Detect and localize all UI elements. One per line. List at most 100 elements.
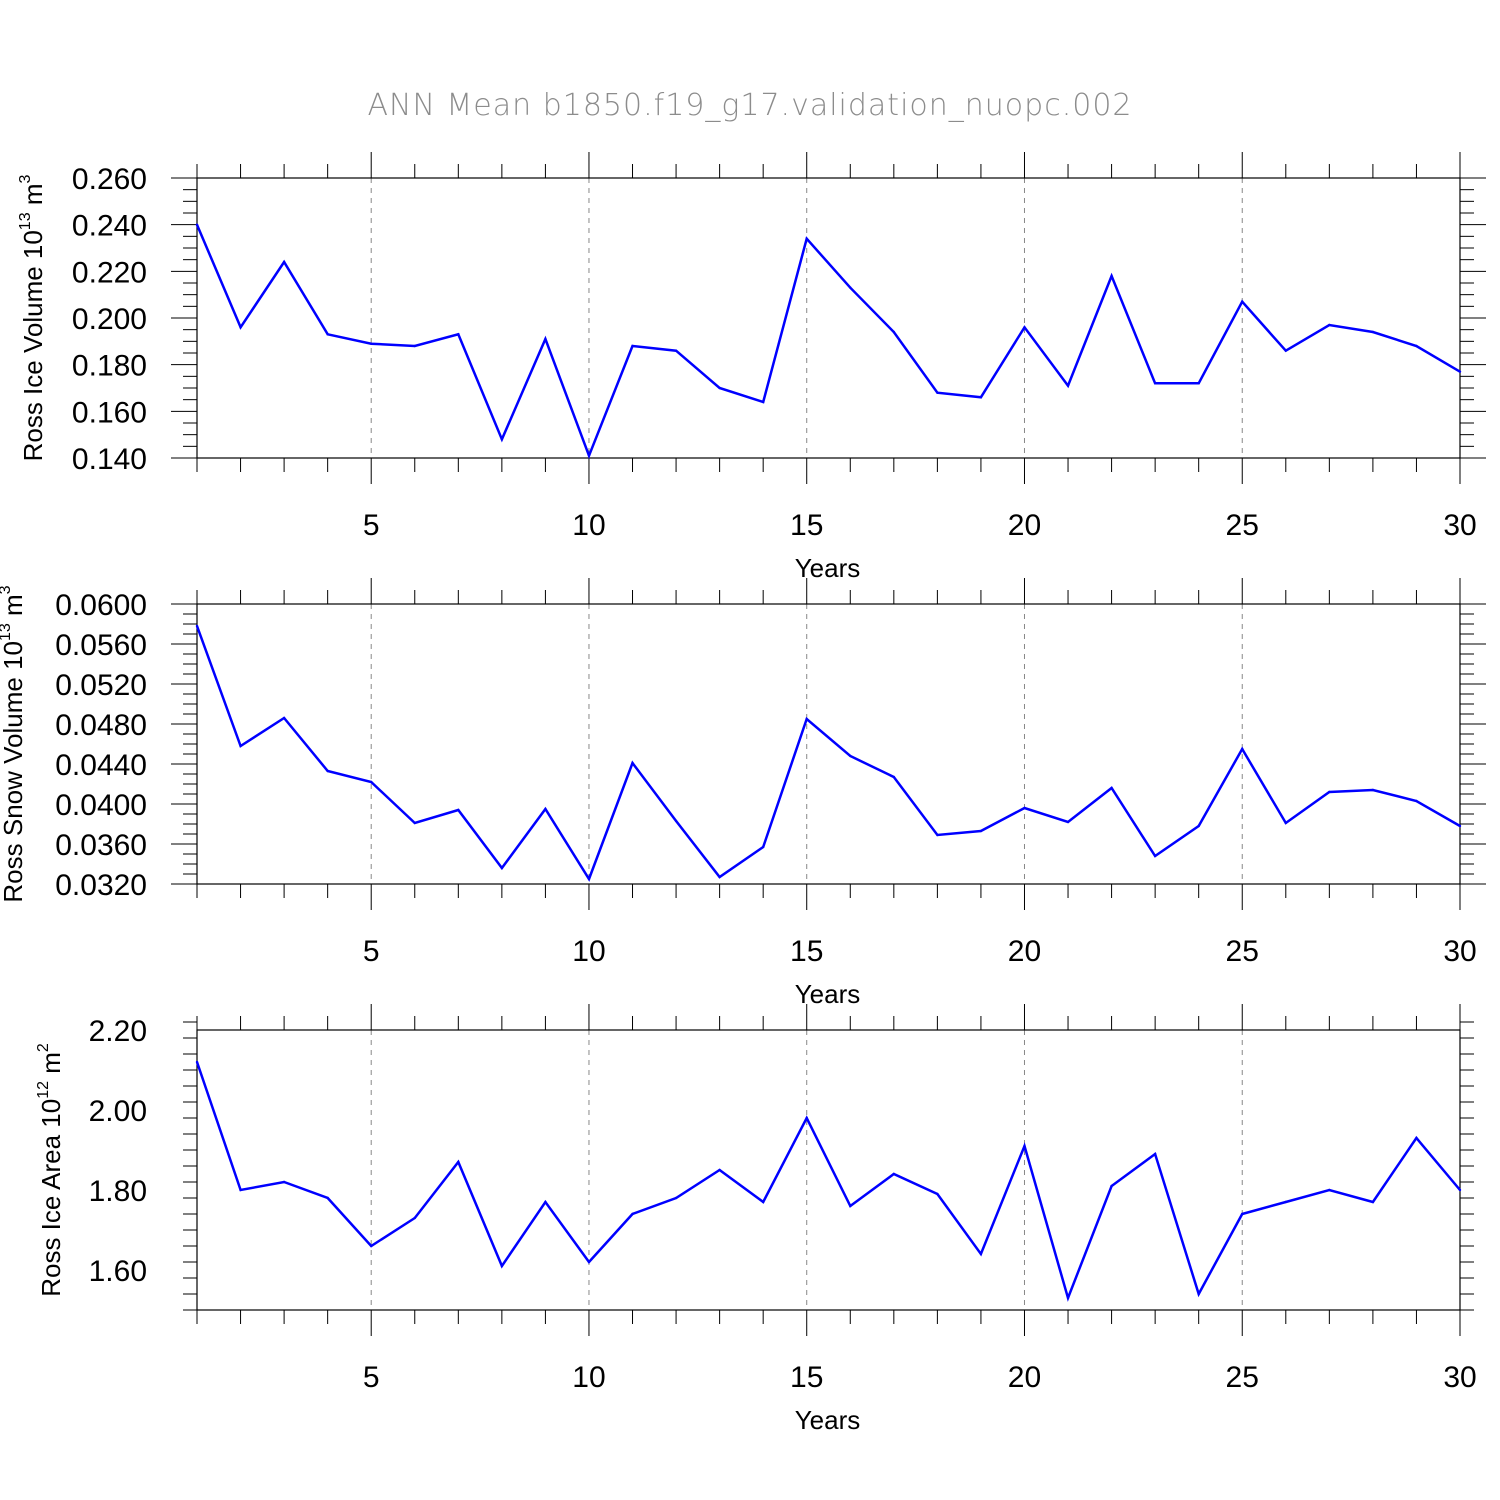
plot-frame <box>196 603 1461 885</box>
data-point <box>1110 786 1113 790</box>
y-axis-label-unit-exponent: 2 <box>35 1043 52 1052</box>
x-tick-label: 20 <box>1008 1361 1041 1394</box>
data-point <box>282 1180 286 1184</box>
data-point <box>805 1116 808 1120</box>
data-point <box>282 260 286 264</box>
data-point <box>1371 330 1375 334</box>
data-point <box>239 1188 242 1192</box>
x-tick-label: 30 <box>1443 1361 1476 1394</box>
y-tick-label: 0.0600 <box>55 589 147 622</box>
data-point <box>805 237 808 240</box>
data-point <box>587 454 591 457</box>
data-point <box>1415 344 1418 348</box>
series-line <box>195 1061 1461 1302</box>
data-point <box>239 326 242 329</box>
data-point <box>457 333 460 336</box>
data-point <box>500 866 504 870</box>
y-tick-label: 2.20 <box>89 1015 147 1048</box>
y-axis-label: Ross Ice Volume 1013 m3 <box>17 174 48 461</box>
data-point <box>1023 806 1026 810</box>
data-point <box>849 286 852 289</box>
x-tick-label: 30 <box>1443 509 1476 542</box>
data-point <box>1458 370 1462 373</box>
data-point <box>326 333 329 336</box>
data-point <box>1066 820 1070 824</box>
data-point <box>718 386 721 390</box>
x-tick-label: 20 <box>1008 935 1041 968</box>
x-tick-label: 15 <box>790 935 823 968</box>
data-point <box>500 438 504 441</box>
y-axis-label-main: Ross Snow Volume 10 <box>0 641 28 903</box>
data-point <box>892 330 896 334</box>
data-point <box>413 821 416 825</box>
data-point <box>1241 300 1244 303</box>
data-point <box>849 754 852 758</box>
data-point <box>1110 1184 1113 1188</box>
data-point <box>1241 747 1244 751</box>
data-point <box>631 761 634 765</box>
figure-title: ANN Mean b1850.f19_g17.validation_nuopc.… <box>367 88 1132 123</box>
data-point <box>718 1168 721 1172</box>
data-point <box>1328 323 1331 327</box>
data-point <box>1110 274 1113 278</box>
y-tick-label: 0.0360 <box>55 829 147 862</box>
data-point <box>544 1200 547 1204</box>
data-point <box>500 1264 504 1268</box>
panel-ross-ice-volume: 5 10 15 20 25 30 0.140 0.160 0.180 0.200 0.220 0.24… <box>17 152 1486 583</box>
data-point <box>1458 824 1462 828</box>
x-tick-label: 15 <box>790 1361 823 1394</box>
x-tick-label: 5 <box>363 935 380 968</box>
data-point <box>1458 1188 1462 1192</box>
x-axis-label: Years <box>795 979 861 1009</box>
y-tick-label: 0.200 <box>72 303 147 336</box>
plot-frame <box>196 177 1461 459</box>
series-line <box>195 625 1461 882</box>
data-point <box>1284 349 1287 352</box>
x-tick-label: 5 <box>363 1361 380 1394</box>
x-tick-label: 25 <box>1226 935 1259 968</box>
y-tick-label: 0.180 <box>72 350 147 383</box>
y-axis-label-main: Ross Ice Volume 10 <box>18 230 48 461</box>
data-point <box>1066 1296 1070 1300</box>
y-axis-label-exponent: 12 <box>35 1081 52 1099</box>
y-tick-label: 0.240 <box>72 210 147 243</box>
data-point <box>1328 1188 1331 1192</box>
x-tick-label: 30 <box>1443 935 1476 968</box>
data-point <box>936 1192 939 1196</box>
data-point <box>239 744 242 748</box>
data-point <box>1153 854 1157 858</box>
y-tick-label: 1.60 <box>89 1255 147 1288</box>
y-axis-label-main: Ross Ice Area 10 <box>36 1099 66 1297</box>
data-point <box>1197 1292 1200 1296</box>
data-point <box>544 337 547 341</box>
y-axis-label-unit: m <box>18 183 48 212</box>
data-point <box>326 769 329 773</box>
x-tick-label: 10 <box>572 935 605 968</box>
x-axis-label: Years <box>795 1405 861 1435</box>
x-tick-label: 20 <box>1008 509 1041 542</box>
series-line <box>195 224 1461 460</box>
plot-frame <box>196 1029 1461 1311</box>
data-point <box>979 1252 983 1256</box>
y-tick-label: 2.00 <box>89 1095 147 1128</box>
x-tick-label: 10 <box>572 1361 605 1394</box>
data-point <box>457 808 460 812</box>
data-point <box>1197 824 1200 828</box>
data-point <box>1415 799 1418 803</box>
y-axis-label-exponent: 13 <box>0 623 14 641</box>
data-point <box>587 1260 591 1264</box>
y-axis-label-unit-exponent: 3 <box>17 174 34 183</box>
data-point <box>805 717 808 721</box>
y-axis-label-unit-exponent: 3 <box>0 585 14 594</box>
y-axis-label-unit: m <box>0 594 28 623</box>
y-tick-label: 1.80 <box>89 1175 147 1208</box>
data-point <box>1023 326 1026 329</box>
y-tick-label: 0.140 <box>72 443 147 476</box>
data-point <box>979 396 983 399</box>
y-axis-label-exponent: 13 <box>17 212 34 230</box>
y-tick-label: 0.0440 <box>55 749 147 782</box>
data-point <box>544 807 547 811</box>
y-axis-label-unit: m <box>36 1052 66 1081</box>
data-point <box>1197 382 1200 385</box>
